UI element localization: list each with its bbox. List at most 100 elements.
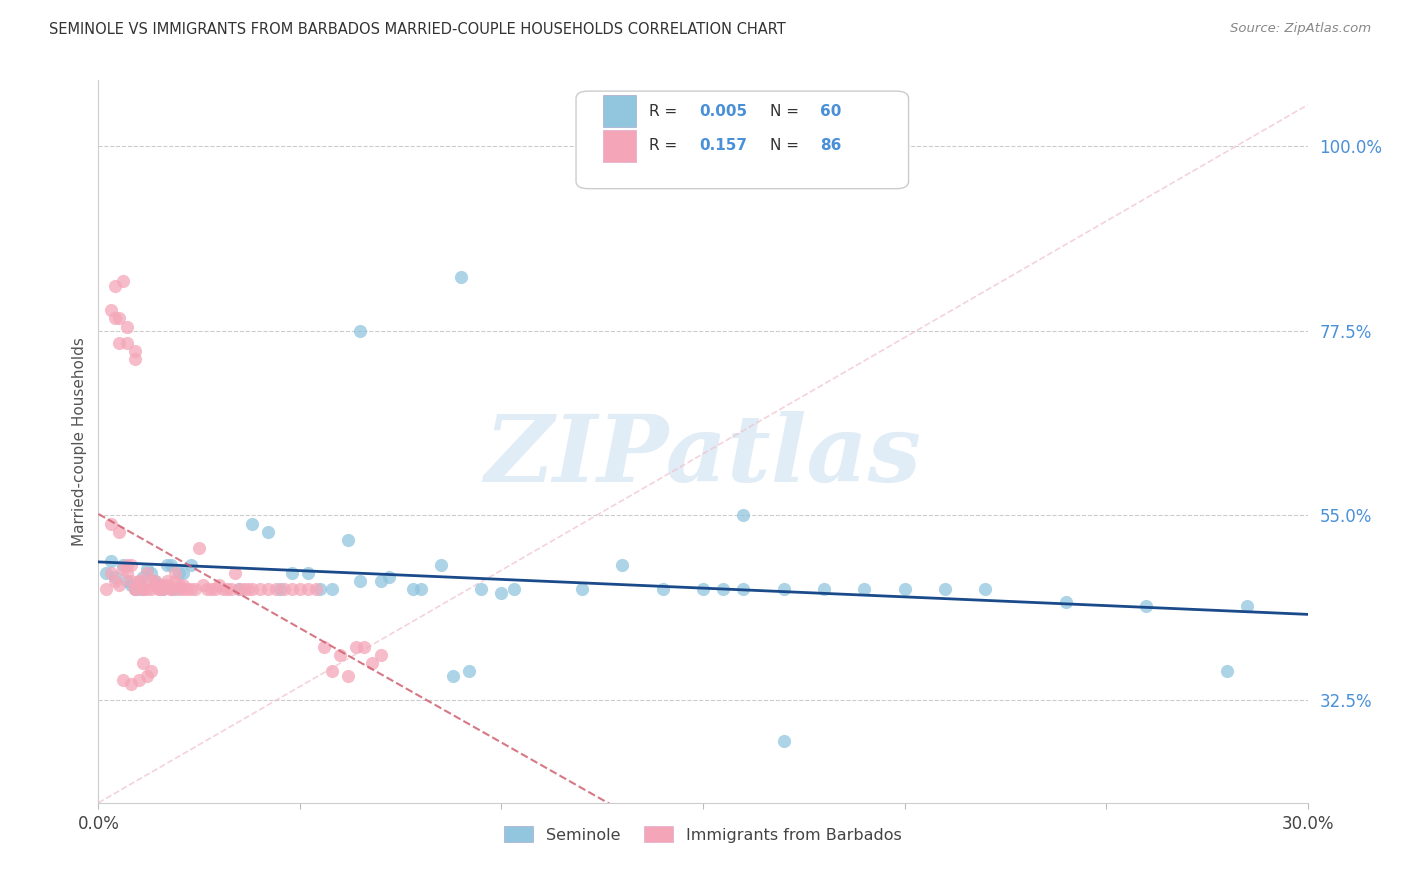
- Legend: Seminole, Immigrants from Barbados: Seminole, Immigrants from Barbados: [498, 820, 908, 849]
- Point: [188, 541, 211, 556]
- Point: [353, 640, 375, 654]
- Point: [430, 558, 453, 572]
- Point: [281, 582, 304, 597]
- Point: [240, 582, 263, 597]
- Point: [176, 582, 198, 597]
- Point: [152, 582, 174, 597]
- Point: [103, 311, 125, 326]
- Text: R =: R =: [648, 103, 682, 119]
- Point: [143, 574, 166, 588]
- Point: [349, 324, 371, 338]
- Point: [172, 566, 194, 580]
- Point: [249, 582, 271, 597]
- Point: [156, 574, 179, 588]
- Point: [135, 582, 157, 597]
- Point: [115, 319, 138, 334]
- Point: [409, 582, 432, 597]
- Point: [128, 673, 150, 687]
- Point: [135, 562, 157, 576]
- Point: [124, 582, 146, 597]
- Point: [212, 582, 235, 597]
- Point: [733, 582, 755, 597]
- Point: [115, 574, 138, 588]
- Point: [163, 566, 186, 580]
- Text: SEMINOLE VS IMMIGRANTS FROM BARBADOS MARRIED-COUPLE HOUSEHOLDS CORRELATION CHART: SEMINOLE VS IMMIGRANTS FROM BARBADOS MAR…: [49, 22, 786, 37]
- Point: [143, 578, 166, 592]
- Point: [135, 668, 157, 682]
- Point: [288, 582, 311, 597]
- Point: [96, 582, 118, 597]
- Point: [184, 582, 207, 597]
- Point: [139, 574, 162, 588]
- Point: [974, 582, 997, 597]
- Point: [135, 566, 157, 580]
- Point: [100, 303, 122, 318]
- Bar: [603, 95, 637, 128]
- Point: [1216, 665, 1239, 679]
- Point: [132, 582, 155, 597]
- Point: [934, 582, 956, 597]
- Bar: [603, 129, 637, 162]
- Point: [321, 665, 343, 679]
- Point: [132, 657, 155, 671]
- Point: [256, 524, 278, 539]
- Point: [344, 640, 367, 654]
- Point: [156, 578, 179, 592]
- Point: [107, 578, 129, 592]
- Point: [217, 582, 239, 597]
- Point: [450, 270, 472, 285]
- Point: [228, 582, 250, 597]
- Point: [402, 582, 425, 597]
- Point: [124, 344, 146, 359]
- Point: [139, 566, 162, 580]
- Point: [163, 582, 186, 597]
- Point: [160, 582, 183, 597]
- Point: [103, 278, 125, 293]
- Y-axis label: Married-couple Households: Married-couple Households: [72, 337, 87, 546]
- Point: [893, 582, 915, 597]
- Point: [100, 553, 122, 567]
- Point: [256, 582, 278, 597]
- Point: [148, 578, 170, 592]
- Point: [502, 582, 524, 597]
- Point: [337, 533, 360, 547]
- Text: N =: N =: [769, 103, 803, 119]
- Point: [103, 570, 125, 584]
- FancyBboxPatch shape: [576, 91, 908, 189]
- Point: [128, 582, 150, 597]
- Point: [124, 582, 146, 597]
- Point: [132, 582, 155, 597]
- Point: [111, 673, 134, 687]
- Point: [120, 558, 142, 572]
- Point: [458, 665, 481, 679]
- Point: [103, 574, 125, 588]
- Point: [200, 582, 222, 597]
- Point: [321, 582, 343, 597]
- Point: [148, 582, 170, 597]
- Point: [115, 336, 138, 351]
- Point: [370, 574, 392, 588]
- Text: Source: ZipAtlas.com: Source: ZipAtlas.com: [1230, 22, 1371, 36]
- Point: [612, 558, 634, 572]
- Point: [152, 578, 174, 592]
- Point: [232, 582, 254, 597]
- Point: [264, 582, 287, 597]
- Point: [208, 578, 231, 592]
- Point: [160, 582, 183, 597]
- Point: [269, 582, 291, 597]
- Text: R =: R =: [648, 138, 686, 153]
- Point: [167, 582, 190, 597]
- Point: [100, 566, 122, 580]
- Point: [377, 570, 399, 584]
- Point: [228, 582, 250, 597]
- Text: 60: 60: [820, 103, 842, 119]
- Point: [349, 574, 371, 588]
- Point: [470, 582, 492, 597]
- Point: [236, 582, 259, 597]
- Point: [163, 574, 186, 588]
- Point: [281, 566, 304, 580]
- Point: [314, 640, 336, 654]
- Point: [100, 516, 122, 531]
- Point: [297, 566, 319, 580]
- Point: [297, 582, 319, 597]
